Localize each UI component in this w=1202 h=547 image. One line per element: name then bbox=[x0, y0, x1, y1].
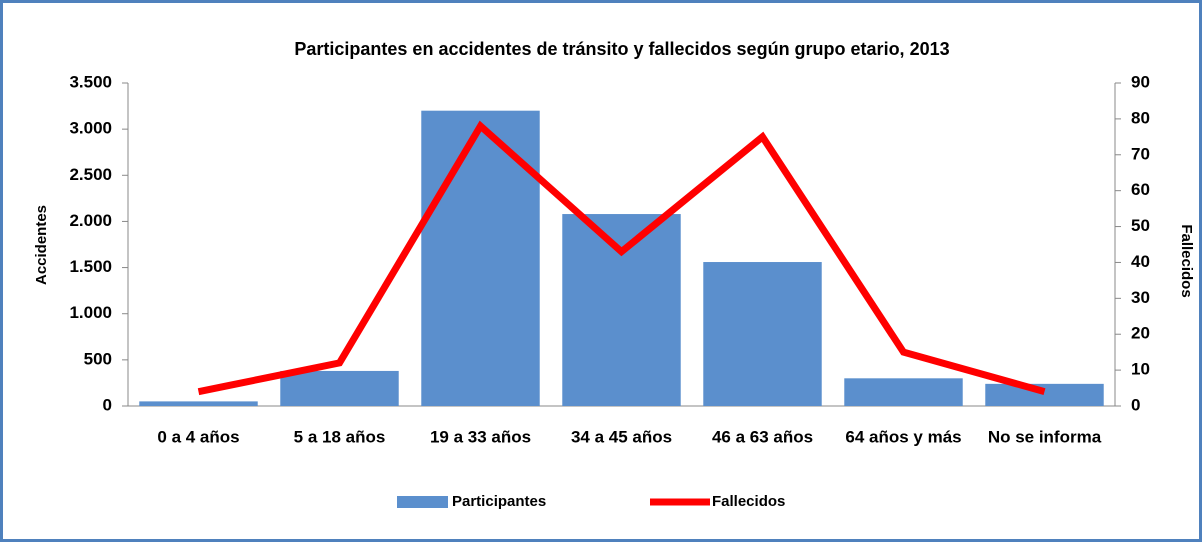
bar bbox=[421, 110, 540, 406]
bar bbox=[139, 401, 258, 406]
y-tick-label: 2.500 bbox=[69, 165, 112, 184]
x-tick-label: 64 años y más bbox=[845, 427, 961, 446]
x-tick-label: 5 a 18 años bbox=[294, 427, 386, 446]
line bbox=[197, 120, 1046, 396]
y2-tick-label: 20 bbox=[1131, 324, 1150, 343]
x-tick-label: 19 a 33 años bbox=[430, 427, 531, 446]
x-tick-label: 34 a 45 años bbox=[571, 427, 672, 446]
y2-tick-label: 10 bbox=[1131, 360, 1150, 379]
x-tick-label: 0 a 4 años bbox=[157, 427, 239, 446]
chart-title: Participantes en accidentes de tránsito … bbox=[294, 39, 949, 59]
bar bbox=[844, 378, 963, 406]
y2-tick-label: 70 bbox=[1131, 144, 1150, 163]
y-tick-label: 1.500 bbox=[69, 257, 112, 276]
legend-swatch bbox=[397, 496, 448, 508]
y2-tick-label: 40 bbox=[1131, 252, 1150, 271]
bar bbox=[985, 383, 1104, 406]
y2-tick-label: 90 bbox=[1131, 72, 1150, 91]
y2-tick-label: 50 bbox=[1131, 216, 1150, 235]
y-tick-label: 500 bbox=[84, 349, 112, 368]
bar bbox=[280, 370, 399, 406]
y2-tick-label: 30 bbox=[1131, 288, 1150, 307]
y2-tick-label: 60 bbox=[1131, 180, 1150, 199]
bar bbox=[562, 214, 681, 406]
y-tick-label: 3.500 bbox=[69, 72, 112, 91]
y-tick-label: 3.000 bbox=[69, 119, 112, 138]
y-tick-label: 1.000 bbox=[69, 303, 112, 322]
y-tick-label: 2.000 bbox=[69, 211, 112, 230]
y2-axis-label: Fallecidos bbox=[1178, 224, 1195, 297]
y-tick-label: 0 bbox=[103, 395, 112, 414]
x-tick-label: No se informa bbox=[988, 427, 1102, 446]
y-axis-label: Accidentes bbox=[33, 205, 50, 285]
y2-tick-label: 0 bbox=[1131, 395, 1140, 414]
legend-label: Fallecidos bbox=[712, 493, 785, 510]
bar bbox=[703, 262, 822, 406]
legend-label: Participantes bbox=[452, 493, 546, 510]
y2-tick-label: 80 bbox=[1131, 108, 1150, 127]
x-tick-label: 46 a 63 años bbox=[712, 427, 813, 446]
